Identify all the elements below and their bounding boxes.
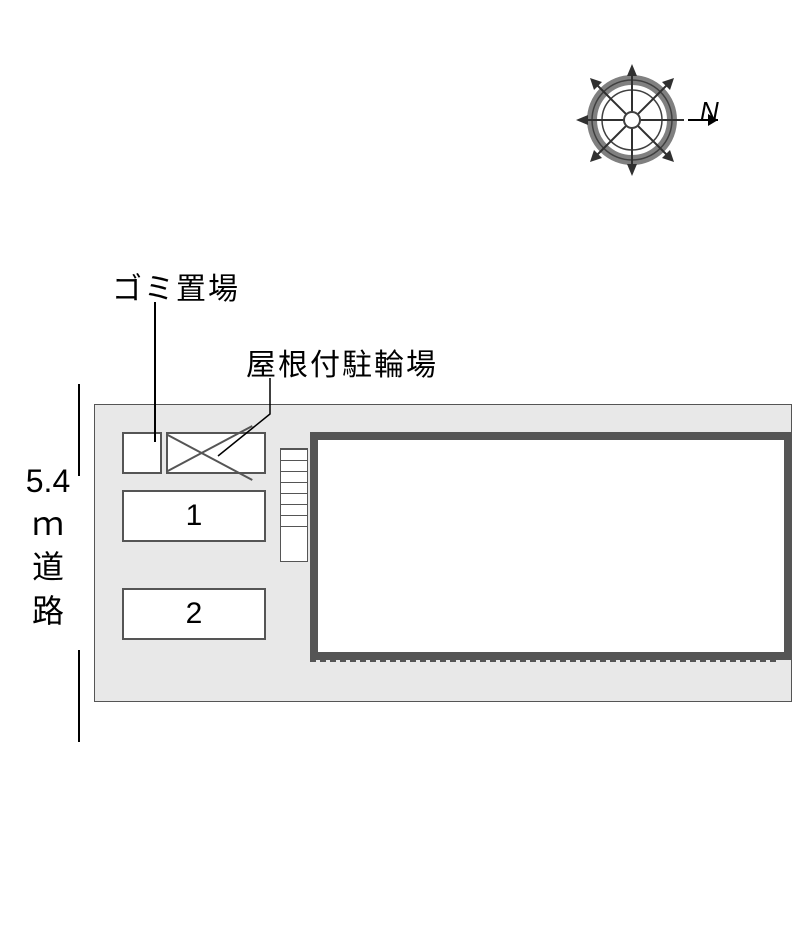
building-footprint (310, 432, 792, 660)
road-label-line: 道 (18, 546, 78, 589)
parking-space: 1 (122, 490, 266, 542)
parking-number: 1 (186, 499, 203, 533)
road-tick-bottom (78, 650, 80, 742)
parking-number: 2 (186, 597, 203, 631)
bike-label: 屋根付駐輪場 (246, 340, 438, 384)
road-label-line: ｍ (18, 503, 78, 546)
bike-parking-box (166, 432, 266, 474)
site-plan-canvas: 5.4 ｍ 道 路 1 2 ゴミ置場 屋根付駐輪場 (0, 0, 800, 942)
road-label-line: 路 (18, 590, 78, 633)
compass-label: N (700, 96, 719, 127)
trash-label: ゴミ置場 (112, 264, 240, 308)
boundary-dash (310, 660, 776, 662)
trash-leader (154, 302, 156, 442)
stairs (280, 448, 308, 562)
parking-space: 2 (122, 588, 266, 640)
trash-area-box (122, 432, 162, 474)
road-tick-top (78, 384, 80, 476)
road-label-line: 5.4 (18, 460, 78, 503)
road-width-label: 5.4 ｍ 道 路 (18, 460, 78, 633)
